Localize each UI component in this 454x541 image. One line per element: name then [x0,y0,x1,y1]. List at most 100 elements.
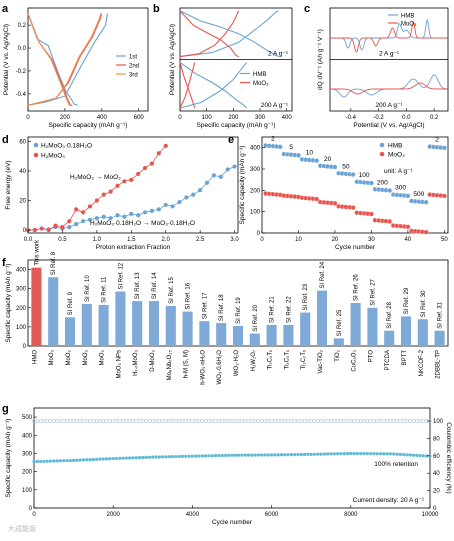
x-axis-label: Cycle number [335,244,376,251]
bar [283,324,294,346]
efficiency-point [259,419,264,423]
chart-g-xtick-label: 6000 [265,512,279,518]
chart-g-ytick-label: 100 [22,488,33,494]
capacity-point [78,458,82,462]
data-point [74,222,79,227]
chart-g-xtick-label: 8000 [344,512,358,518]
efficiency-point [319,419,324,423]
efficiency-point [286,419,291,423]
chart-a-ytick-label: 0.2 [18,23,27,29]
bar [132,301,143,346]
capacity-point [250,453,254,457]
bar-ref-label: SI Ref. 18 [219,294,225,321]
efficiency-point [101,419,106,423]
data-point [211,173,217,178]
legend-label: MoO₃ [401,22,417,28]
capacity-point [256,453,260,457]
capacity-point [134,456,138,460]
efficiency-point [418,419,423,423]
chart-a-xtick-label: 400 [97,115,108,121]
data-point [296,152,301,158]
efficiency-point [375,419,380,423]
capacity-point [425,454,429,458]
chart-a-xtick-label: 600 [134,115,145,121]
capacity-point [147,455,152,459]
capacity-point [273,453,277,457]
efficiency-point [114,419,119,423]
capacity-point [35,459,39,464]
capacity-point [322,452,326,456]
chart-f-ytick-label: 400 [16,268,27,274]
data-point [368,180,374,186]
data-point [67,224,72,230]
data-point [332,164,338,170]
data-point [184,195,189,200]
capacity-point [362,451,366,456]
capacity-point [352,451,356,456]
rate-label: 300 [395,185,406,192]
capacity-point [124,456,128,460]
chart-g-ytick-label: 500 [22,415,33,421]
efficiency-point [55,419,60,423]
capacity-point [45,459,49,463]
efficiency-point [117,419,122,423]
panel-label-g: g [2,403,9,415]
capacity-point [428,454,432,458]
capacity-point [95,457,99,461]
efficiency-point [206,419,211,423]
capacity-point [141,455,145,460]
chart-e-xtick-label: 40 [405,237,412,243]
chart-e-ytick-label: 200 [250,188,261,194]
efficiency-point [299,419,304,423]
data-point [387,188,393,193]
efficiency-point [187,419,192,423]
capacity-point [197,454,201,458]
rate-label: 100 [359,172,370,179]
efficiency-point [279,419,284,423]
data-point [225,167,230,172]
chart-e-xtick-label: 50 [441,237,448,243]
legend-swatch [33,152,39,158]
capacity-point [128,456,132,460]
efficiency-point [193,419,198,423]
data-point [149,161,155,166]
capacity-point [68,458,72,463]
chart-e-ytick-label: 0 [257,231,261,237]
efficiency-point [68,419,73,423]
data-point [232,164,237,169]
capacity-point [190,454,194,458]
bar [165,305,176,346]
data-point [441,193,447,199]
efficiency-point [239,419,244,423]
efficiency-point [362,419,366,423]
panel-label-e: e [228,134,234,146]
capacity-point [200,454,204,458]
capacity-point [293,452,297,457]
capacity-point [240,453,244,457]
bar [48,277,59,346]
chart-f-ytick-label: 0 [23,344,27,350]
efficiency-point [58,419,63,423]
efficiency-point [51,419,56,423]
efficiency-point [147,419,152,423]
chart-d-xtick-label: 3.0 [230,237,239,243]
y-axis-label: Potential (V vs. Ag/AgCl) [3,24,10,95]
data-point [115,183,120,188]
chart-b-xtick-label: 200 [228,115,239,121]
bar [333,338,344,346]
capacity-point [329,452,333,456]
efficiency-point [71,419,76,423]
data-point [53,223,58,228]
capacity-point [223,453,227,458]
capacity-point [213,454,218,458]
capacity-point [167,455,171,459]
efficiency-point [371,419,376,423]
capacity-point [395,452,399,456]
capacity-point [378,452,383,456]
capacity-point [151,455,155,459]
chart-d-ytick-label: 40 [19,169,26,175]
bar [31,267,42,346]
efficiency-point [292,419,297,423]
chart-b-xtick-label: 100 [202,115,213,121]
